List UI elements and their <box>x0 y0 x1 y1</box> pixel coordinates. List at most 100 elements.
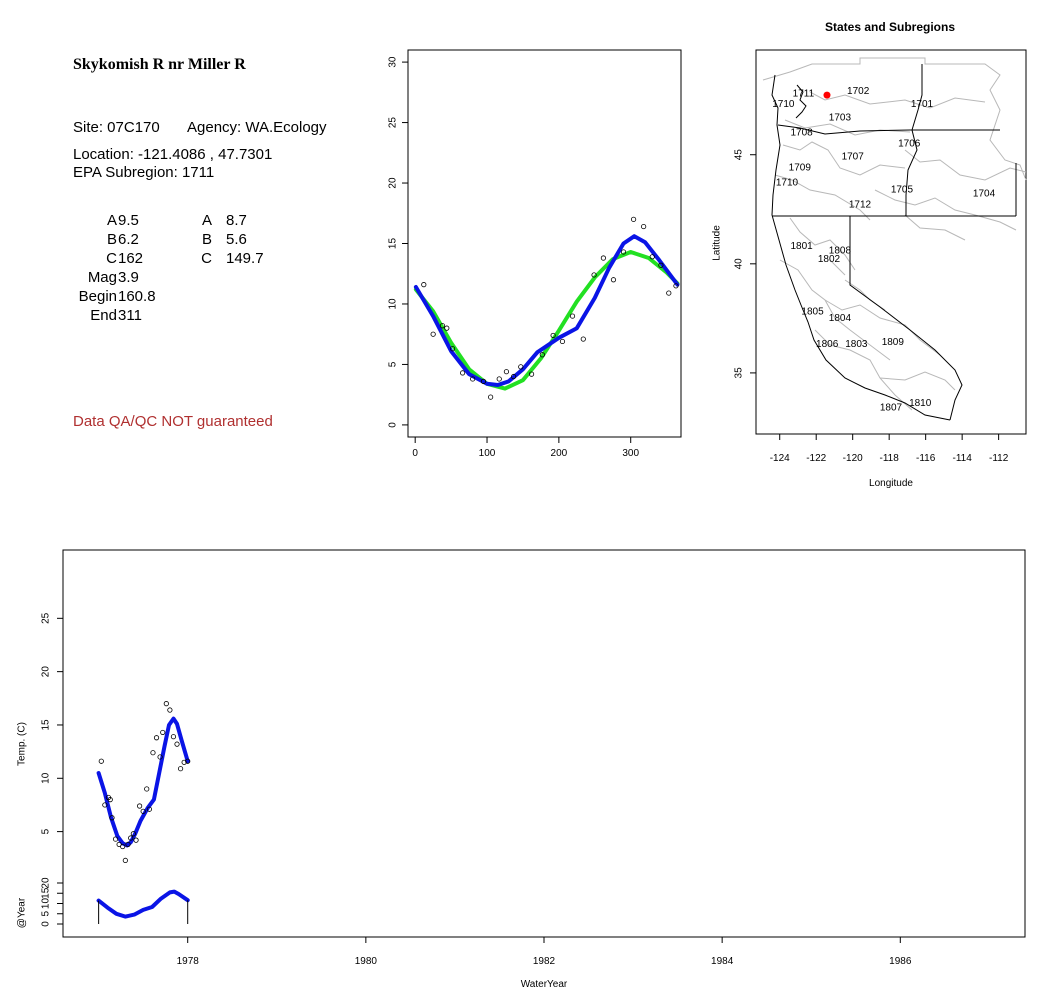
coef-value: 311 <box>118 307 142 324</box>
subregion-label: 1808 <box>829 245 852 256</box>
subregion-label: 1803 <box>845 339 868 350</box>
coef-label: Mag <box>87 269 117 286</box>
map-x-tick-label: -124 <box>770 453 790 464</box>
map-x-tick-label: -114 <box>953 453 973 464</box>
observation-point <box>641 223 647 230</box>
epa-subregion: EPA Subregion: 1711 <box>73 164 215 181</box>
x-tick-label: 100 <box>479 448 496 459</box>
observation-point <box>620 249 627 255</box>
seasonal-observations <box>421 216 679 400</box>
ts-x-tick-label: 1980 <box>355 956 378 967</box>
subregion-label: 1810 <box>909 398 932 409</box>
observation-point <box>480 378 487 384</box>
map-x-tick-label: -112 <box>989 453 1009 464</box>
subregion-label: 1701 <box>911 99 934 110</box>
timeseries-blue-fit <box>96 716 190 848</box>
x-tick-label: 300 <box>622 448 639 459</box>
y-tick-label: 5 <box>388 361 399 367</box>
map-x-axis-label: Longitude <box>869 478 913 489</box>
ts-x-tick-label: 1984 <box>711 956 734 967</box>
timeseries-observations <box>98 701 191 864</box>
ts-lower-y-tick-label: 15 <box>41 887 52 899</box>
coef-value-right: 8.7 <box>226 212 247 229</box>
coef-label: A <box>106 212 117 229</box>
ts-y-tick-label: 20 <box>41 666 52 678</box>
ts-observation-point <box>170 734 177 740</box>
observation-point <box>528 371 535 377</box>
map-x-tick-label: -118 <box>880 453 900 464</box>
map-x-tick-label: -120 <box>843 453 863 464</box>
ts-observation-point <box>153 735 160 741</box>
observation-point <box>610 277 617 283</box>
subregion-label: 1706 <box>898 138 921 149</box>
subregion-label: 1704 <box>973 189 996 200</box>
observation-point <box>470 376 476 382</box>
subregion-label: 1709 <box>789 162 812 173</box>
ts-y-tick-label: 10 <box>41 772 52 784</box>
site-id: Site: 07C170 <box>73 119 160 136</box>
ts-lower-y-tick-label: 0 <box>41 921 52 927</box>
coef-label: C <box>106 250 117 267</box>
ts-observation-point <box>163 701 169 707</box>
agency: Agency: WA.Ecology <box>187 119 327 136</box>
subregion-label: 1703 <box>829 112 852 123</box>
observation-point <box>539 352 545 358</box>
observation-point <box>559 338 566 345</box>
annual-fit-line <box>96 889 190 919</box>
ts-observation-point <box>157 754 163 760</box>
ts-observation-point <box>112 836 119 842</box>
site-name: Skykomish R nr Miller R <box>73 56 246 73</box>
ts-observation-point <box>98 758 104 764</box>
ts-observation-point <box>130 831 136 837</box>
coef-value: 160.8 <box>118 288 156 305</box>
ts-observation-point <box>146 806 153 812</box>
ts-observation-point <box>177 766 184 772</box>
subregion-labels: 1711 1702 1710 1701 1703 1708 1706 1707 1709 1710… <box>772 86 995 413</box>
ts-observation-point <box>128 835 134 841</box>
seasonal-plot-frame <box>407 49 682 438</box>
subregion-label: 1707 <box>842 152 865 163</box>
observation-point <box>591 272 597 278</box>
state-boundaries <box>771 64 1017 421</box>
ts-x-tick-label: 1986 <box>889 956 912 967</box>
subregion-label: 1712 <box>849 200 872 211</box>
ts-x-axis-label: WaterYear <box>521 979 568 990</box>
ts-x-tick-label: 1982 <box>533 956 556 967</box>
coef-value: 3.9 <box>118 269 139 286</box>
observation-point <box>459 370 466 376</box>
observation-point <box>496 376 502 382</box>
green-fit-series <box>413 250 680 391</box>
subregion-label: 1801 <box>790 241 813 252</box>
observation-point <box>421 282 427 288</box>
ts-observation-point <box>181 759 187 765</box>
region-map: States and Subregions <box>712 20 1027 489</box>
map-y-tick-label: 40 <box>734 258 745 270</box>
blue-fit-series <box>413 234 680 387</box>
subregion-label: 1809 <box>882 337 905 348</box>
ts-y-tick-label: 5 <box>41 828 52 834</box>
subregion-label: 1802 <box>818 254 841 265</box>
x-tick-label: 0 <box>412 448 418 459</box>
observation-point <box>666 290 672 296</box>
ts-observation-point <box>150 750 156 756</box>
ts-observation-point <box>133 837 139 843</box>
map-frame <box>755 49 1027 435</box>
ts-observation-point <box>174 741 180 747</box>
y-tick-label: 30 <box>388 56 399 68</box>
seasonal-fit-plot: 0 100 200 300 0 5 10 15 20 25 30 <box>388 49 682 459</box>
subregion-label: 1708 <box>790 128 813 139</box>
observation-point <box>673 283 679 289</box>
y-tick-label: 10 <box>388 298 399 310</box>
time-series-plot: 1978 1980 1982 1984 198651015202505101520Wat… <box>17 549 1026 990</box>
subregion-label: 1710 <box>772 99 795 110</box>
ts-observation-point <box>185 758 191 764</box>
coef-value-right: 5.6 <box>226 231 247 248</box>
subregion-label: 1807 <box>880 402 903 413</box>
observation-point <box>550 332 556 339</box>
ts-observation-point <box>107 797 113 803</box>
ts-x-tick-label: 1978 <box>177 956 200 967</box>
ts-observation-point <box>167 707 173 713</box>
map-x-tick-label: -116 <box>916 453 936 464</box>
map-y-tick-label: 45 <box>734 149 745 161</box>
